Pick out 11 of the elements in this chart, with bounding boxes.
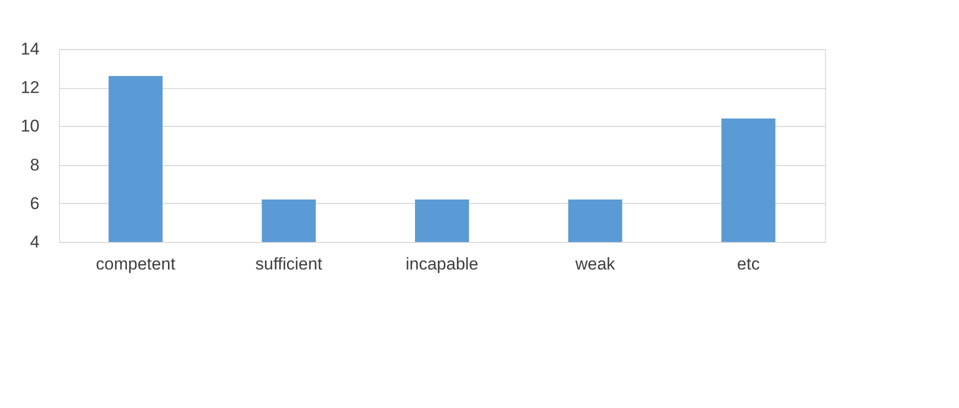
x-tick-label: incapable [406,254,478,274]
y-tick-label: 14 [20,40,40,58]
y-tick-label: 6 [30,194,40,213]
x-tick-label: weak [574,254,616,274]
y-tick-label: 4 [30,232,40,252]
y-tick-label: 8 [30,155,40,174]
x-tick-label: etc [737,254,760,274]
x-tick-label: sufficient [255,254,322,274]
y-tick-label: 12 [20,78,40,98]
x-tick-label: competent [96,254,176,274]
y-tick-label: 10 [20,116,40,136]
